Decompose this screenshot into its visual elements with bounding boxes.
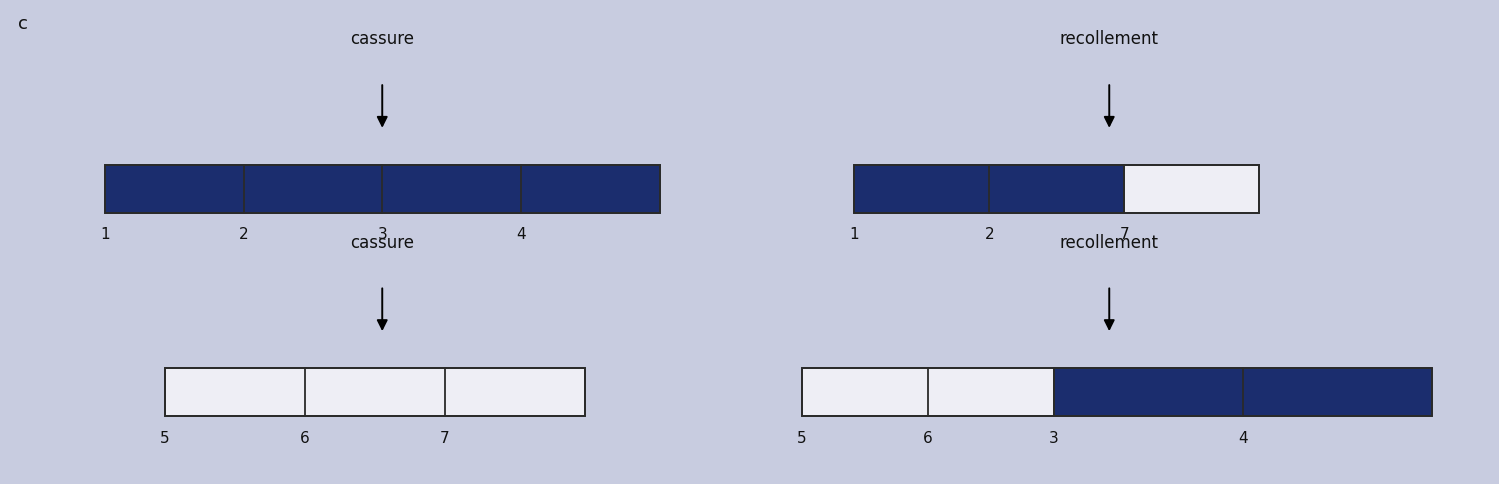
Text: 1: 1 (100, 227, 109, 242)
Text: cassure: cassure (351, 30, 414, 48)
Text: c: c (18, 15, 28, 32)
Bar (105, 165, 660, 213)
Text: 7: 7 (441, 431, 450, 446)
Bar (854, 165, 1259, 213)
Text: 2: 2 (985, 227, 994, 242)
Bar (802, 368, 1054, 416)
Bar (165, 368, 585, 416)
Text: 3: 3 (378, 227, 387, 242)
Bar (165, 368, 585, 416)
Bar (1054, 368, 1432, 416)
Text: 6: 6 (300, 431, 309, 446)
Text: 4: 4 (1238, 431, 1247, 446)
Text: recollement: recollement (1060, 30, 1159, 48)
Bar (802, 368, 1432, 416)
Bar (1124, 165, 1259, 213)
Text: cassure: cassure (351, 234, 414, 252)
Text: 2: 2 (238, 227, 249, 242)
Text: 5: 5 (160, 431, 169, 446)
Text: 3: 3 (1049, 431, 1058, 446)
Text: 4: 4 (516, 227, 526, 242)
Text: recollement: recollement (1060, 234, 1159, 252)
Text: 5: 5 (797, 431, 806, 446)
Bar (854, 165, 1124, 213)
Bar (105, 165, 660, 213)
Text: 7: 7 (1120, 227, 1129, 242)
Text: 1: 1 (850, 227, 859, 242)
Text: 6: 6 (923, 431, 932, 446)
